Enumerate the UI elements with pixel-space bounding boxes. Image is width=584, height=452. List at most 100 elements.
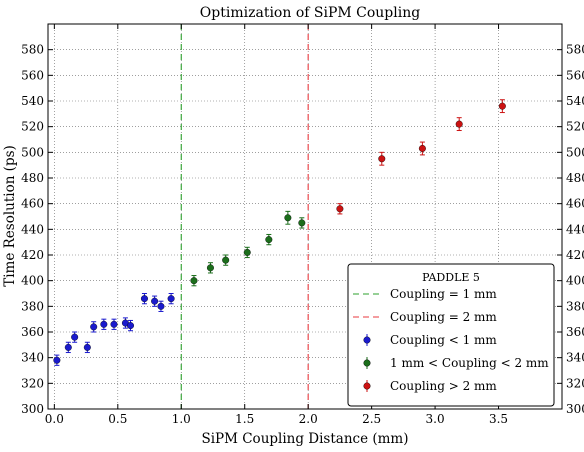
data-marker [140, 295, 148, 303]
data-point [243, 246, 251, 259]
data-marker [90, 323, 98, 331]
x-tick-label: 1.5 [235, 412, 254, 426]
y-tick-label-right: 420 [566, 248, 584, 262]
y-tick-label-left: 480 [21, 171, 44, 185]
data-point [336, 203, 344, 215]
y-tick-label-left: 520 [21, 120, 44, 134]
y-tick-label-right: 560 [566, 68, 584, 82]
data-marker [151, 297, 159, 305]
y-tick-label-right: 520 [566, 120, 584, 134]
legend-box [347, 263, 555, 407]
data-marker [243, 248, 251, 256]
data-point [90, 321, 98, 333]
y-tick-label-right: 440 [566, 222, 584, 236]
y-tick-label-right: 400 [566, 274, 584, 288]
data-point [151, 295, 159, 307]
legend-entry: Coupling < 1 mm [363, 333, 497, 347]
data-marker [206, 264, 214, 272]
y-tick-label-left: 420 [21, 248, 44, 262]
y-tick-label-left: 380 [21, 299, 44, 313]
data-point [455, 117, 463, 132]
y-tick-label-right: 320 [566, 376, 584, 390]
data-point [222, 254, 230, 266]
x-tick-label: 0.0 [45, 412, 64, 426]
legend-label: Coupling > 2 mm [390, 379, 497, 393]
data-marker [222, 256, 230, 264]
y-tick-label-left: 320 [21, 376, 44, 390]
legend-label: 1 mm < Coupling < 2 mm [390, 356, 549, 370]
legend-entries: Coupling = 1 mm Coupling = 2 mm Coupling <… [353, 287, 549, 393]
y-tick-label-right: 500 [566, 145, 584, 159]
data-point [206, 262, 214, 274]
x-tick-label: 1.0 [172, 412, 191, 426]
data-marker [418, 144, 426, 152]
y-tick-label-left: 340 [21, 351, 44, 365]
y-tick-label-left: 460 [21, 197, 44, 211]
x-tick-label: 2.0 [299, 412, 318, 426]
y-tick-label-left: 400 [21, 274, 44, 288]
data-marker [498, 102, 506, 110]
x-tick-label: 3.5 [489, 412, 508, 426]
data-point [64, 341, 72, 354]
legend-swatch [363, 382, 371, 390]
y-tick-label-left: 300 [21, 402, 44, 416]
y-tick-label-left: 440 [21, 222, 44, 236]
chart-title: Optimization of SiPM Coupling [200, 5, 420, 21]
data-marker [157, 302, 165, 310]
data-marker [64, 343, 72, 351]
data-marker [110, 320, 118, 328]
legend-entry: Coupling = 2 mm [353, 310, 497, 324]
x-tick-label: 0.5 [108, 412, 127, 426]
data-marker [284, 214, 292, 222]
data-point [190, 275, 198, 287]
y-tick-label-left: 360 [21, 325, 44, 339]
reference-lines [180, 24, 309, 409]
plot-frame [47, 23, 563, 410]
y-tick-label-left: 540 [21, 94, 44, 108]
y-tick-label-right: 380 [566, 299, 584, 313]
data-point [265, 233, 273, 246]
data-marker [190, 277, 198, 285]
data-point [298, 217, 306, 229]
data-marker [378, 155, 386, 163]
data-marker [53, 356, 61, 364]
data-marker [126, 322, 134, 330]
data-point [498, 99, 506, 114]
data-point [284, 210, 292, 225]
legend-entry: Coupling > 2 mm [363, 379, 497, 393]
legend-label: Coupling < 1 mm [390, 333, 497, 347]
data-point [378, 151, 386, 166]
legend-entry: 1 mm < Coupling < 2 mm [363, 356, 549, 370]
y-axis-label: Time Resolution (ps) [2, 145, 18, 287]
legend-title: PADDLE 5 [422, 271, 480, 284]
data-point [140, 293, 148, 305]
data-marker [265, 236, 273, 244]
data-point [157, 300, 165, 312]
data-marker [83, 343, 91, 351]
y-tick-label-right: 300 [566, 402, 584, 416]
data-marker [336, 205, 344, 213]
x-tick-label: 3.0 [426, 412, 445, 426]
data-point [418, 141, 426, 156]
y-tick-label-right: 480 [566, 171, 584, 185]
y-tick-label-right: 580 [566, 43, 584, 57]
data-marker [167, 295, 175, 303]
data-point [167, 293, 175, 305]
y-tick-label-right: 360 [566, 325, 584, 339]
data-marker [71, 333, 79, 341]
data-point [71, 331, 79, 343]
axis-ticks: 0.0 0.5 1.0 1.5 2.0 2.5 3.0 3.5 300 300 320 320 340 3… [21, 24, 584, 426]
y-tick-label-right: 460 [566, 197, 584, 211]
data-marker [298, 219, 306, 227]
x-axis-label: SiPM Coupling Distance (mm) [201, 431, 408, 447]
data-point [100, 318, 108, 330]
x-tick-label: 2.5 [362, 412, 381, 426]
data-marker [100, 320, 108, 328]
data-point [83, 341, 91, 354]
data-point [126, 319, 134, 332]
data-marker [455, 120, 463, 128]
legend-label: Coupling = 2 mm [390, 310, 497, 324]
y-tick-label-right: 540 [566, 94, 584, 108]
